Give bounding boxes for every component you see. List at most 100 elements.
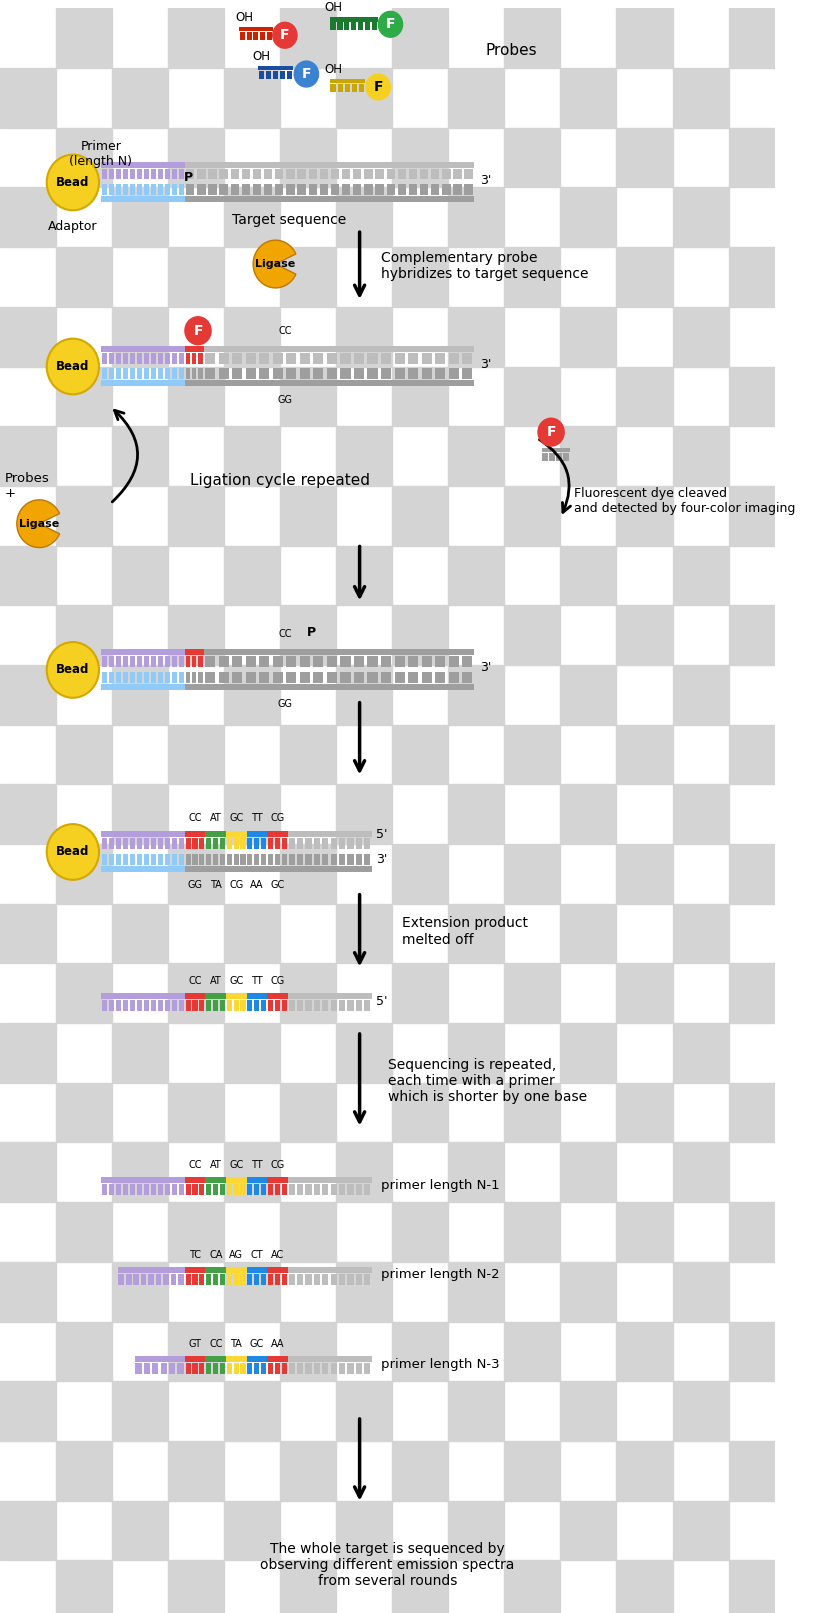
Bar <box>266 32 271 40</box>
Bar <box>422 673 432 682</box>
Bar <box>101 345 185 352</box>
Bar <box>168 127 224 187</box>
Circle shape <box>46 155 99 210</box>
Bar <box>246 353 256 363</box>
Bar <box>729 605 784 665</box>
Bar <box>336 1023 393 1082</box>
Text: GC: GC <box>250 1339 264 1350</box>
Bar <box>168 366 224 426</box>
Bar <box>226 1266 247 1273</box>
Bar <box>168 963 224 1023</box>
Text: primer length N-3: primer length N-3 <box>381 1358 500 1371</box>
Bar <box>150 656 156 666</box>
Bar <box>268 839 273 848</box>
Bar <box>115 656 121 666</box>
Bar <box>213 853 218 865</box>
Bar <box>247 1363 252 1374</box>
Circle shape <box>273 23 297 48</box>
Bar <box>56 963 112 1023</box>
Text: 3': 3' <box>480 661 491 674</box>
Bar <box>109 353 114 363</box>
Bar <box>220 1363 225 1374</box>
Text: AT: AT <box>210 976 222 986</box>
Bar <box>394 656 405 666</box>
Bar <box>281 724 336 784</box>
Bar <box>297 853 303 865</box>
Text: Extension product
melted off: Extension product melted off <box>402 916 528 947</box>
Bar <box>227 839 232 848</box>
Bar <box>129 1000 134 1011</box>
Bar <box>101 994 185 998</box>
Bar <box>164 656 170 666</box>
Bar <box>330 839 337 848</box>
Bar <box>178 656 184 666</box>
Bar <box>56 1202 112 1261</box>
Bar <box>218 673 229 682</box>
Bar <box>448 784 505 844</box>
Bar <box>193 1000 198 1011</box>
Bar <box>305 1274 311 1284</box>
Bar <box>286 368 296 379</box>
Text: GT: GT <box>188 1339 202 1350</box>
Bar <box>158 839 163 848</box>
Bar <box>261 1000 266 1011</box>
Bar <box>129 673 134 682</box>
Text: GC: GC <box>271 879 285 890</box>
Bar <box>281 127 336 187</box>
Bar <box>168 247 224 306</box>
Bar <box>356 839 362 848</box>
Bar <box>505 605 560 665</box>
Bar <box>101 1184 107 1195</box>
Bar <box>198 656 203 666</box>
Bar <box>206 831 226 837</box>
Bar <box>240 32 245 40</box>
Bar <box>158 168 163 179</box>
Bar <box>275 1000 280 1011</box>
Bar <box>266 71 271 79</box>
Bar <box>101 673 107 682</box>
Text: P: P <box>306 626 315 639</box>
Bar <box>112 1023 168 1082</box>
Bar <box>101 353 107 363</box>
Bar <box>288 1177 372 1184</box>
Bar <box>448 68 505 127</box>
Bar <box>129 839 134 848</box>
Bar <box>375 184 383 195</box>
Bar <box>327 673 337 682</box>
Text: AT: AT <box>210 1160 222 1171</box>
Bar <box>232 656 242 666</box>
Bar <box>449 656 459 666</box>
Bar <box>150 1184 156 1195</box>
Bar <box>109 1184 114 1195</box>
Bar <box>281 1184 286 1195</box>
Bar <box>672 903 729 963</box>
Bar <box>280 71 286 79</box>
Bar <box>617 1321 672 1381</box>
Text: Bead: Bead <box>56 845 90 858</box>
Bar <box>0 1023 56 1082</box>
Bar <box>149 1274 154 1284</box>
Bar <box>150 853 156 865</box>
Bar <box>172 168 177 179</box>
Bar <box>224 545 281 605</box>
Bar <box>185 831 206 837</box>
Bar <box>617 486 672 545</box>
Bar <box>365 23 370 31</box>
Bar <box>227 1363 232 1374</box>
Bar <box>150 184 156 195</box>
Bar <box>158 1000 163 1011</box>
Bar <box>224 1381 281 1440</box>
Bar <box>560 1261 617 1321</box>
Bar <box>227 1000 232 1011</box>
Bar <box>330 1274 337 1284</box>
Bar <box>281 1321 336 1381</box>
Bar <box>505 127 560 187</box>
Bar <box>729 247 784 306</box>
Text: 5': 5' <box>377 995 388 1008</box>
Bar <box>101 184 107 195</box>
Bar <box>331 184 339 195</box>
Bar <box>339 839 345 848</box>
Bar <box>505 1560 560 1613</box>
Bar <box>199 1363 204 1374</box>
Bar <box>226 1177 247 1184</box>
